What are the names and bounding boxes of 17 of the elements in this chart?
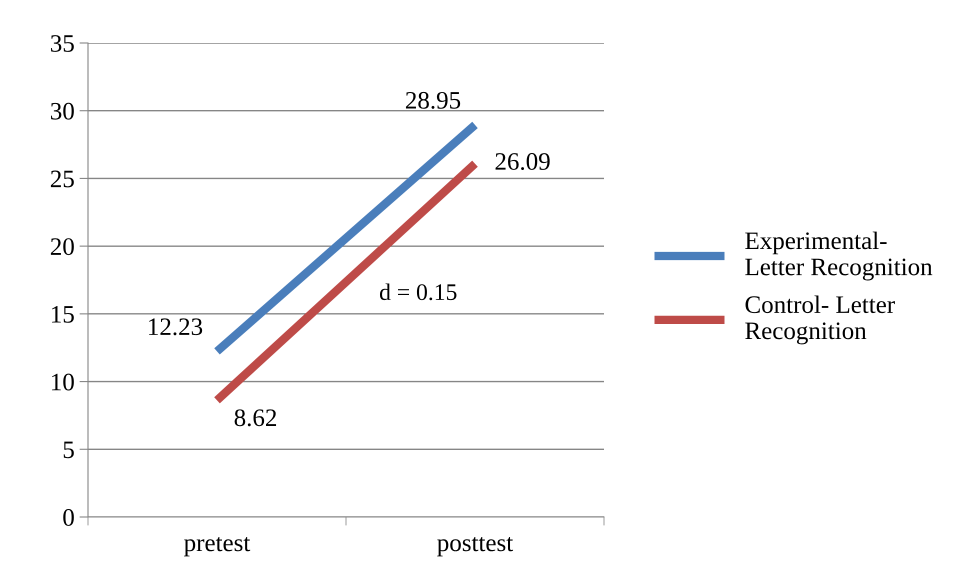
data-label: 26.09 bbox=[496, 153, 550, 170]
x-tick-label: posttest bbox=[437, 536, 514, 556]
legend-label: Experimental- Letter Recognition bbox=[745, 232, 932, 280]
y-tick-label: 5 bbox=[64, 442, 74, 458]
y-tick-label: 10 bbox=[52, 374, 74, 390]
data-label: 12.23 bbox=[149, 318, 202, 336]
data-label: 8.62 bbox=[234, 409, 276, 426]
x-tick-label: pretest bbox=[184, 536, 250, 556]
annotation: d = 0.15 bbox=[380, 284, 456, 300]
legend-label: Control- Letter Recognition bbox=[745, 296, 895, 344]
y-tick-label: 15 bbox=[52, 306, 74, 323]
y-tick-label: 20 bbox=[50, 238, 74, 256]
y-tick-label: 0 bbox=[63, 509, 74, 526]
y-tick-label: 35 bbox=[51, 35, 74, 52]
y-tick-label: 30 bbox=[51, 102, 74, 120]
data-label: 28.95 bbox=[406, 92, 460, 109]
y-tick-label: 25 bbox=[50, 170, 74, 188]
